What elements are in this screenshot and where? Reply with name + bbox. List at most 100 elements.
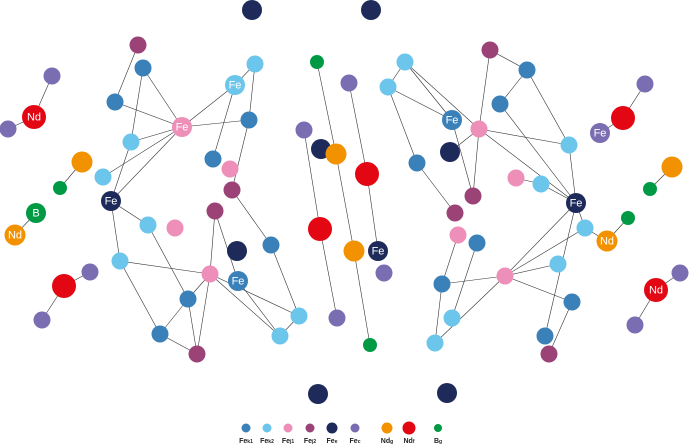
atom-nd-f <box>308 217 332 241</box>
atom-circle <box>134 59 152 77</box>
bond <box>270 244 300 317</box>
atom-nd-g <box>325 143 347 165</box>
atom-circle <box>340 74 358 92</box>
atom-fe-j1 <box>507 169 525 187</box>
bond <box>387 86 453 121</box>
atom-circle <box>540 345 558 363</box>
atom-circle <box>271 327 289 345</box>
legend-swatch <box>381 422 393 434</box>
atom-circle <box>636 75 654 93</box>
atom-circle <box>549 255 567 273</box>
atom-circle <box>262 236 280 254</box>
atom-fe-j1 <box>221 160 239 178</box>
atom-circle <box>22 105 46 129</box>
atom-fe-k1 <box>204 150 222 168</box>
atom-fe-j2 <box>129 36 147 54</box>
atom-fe-k1 <box>518 61 536 79</box>
atom-circle <box>94 168 112 186</box>
bond <box>142 67 183 128</box>
legend-swatch <box>262 423 272 433</box>
atom-fe-e <box>437 383 457 403</box>
atom-fe-e: Fe <box>101 191 121 211</box>
bond <box>504 275 573 303</box>
atom-circle <box>375 264 393 282</box>
legend-label: Fec <box>350 438 361 445</box>
atom-circle <box>671 264 689 282</box>
atom-label: Nd <box>8 230 22 242</box>
atom-fe-k1 <box>151 325 169 343</box>
bond <box>451 242 478 319</box>
atom-circle <box>43 67 61 85</box>
atom-nd-g <box>343 240 365 262</box>
legend-swatch <box>305 423 315 433</box>
atom-circle <box>328 309 346 327</box>
atom-circle <box>106 93 124 111</box>
atom-circle <box>576 219 594 237</box>
legend-label: Fej2 <box>304 438 317 445</box>
atom-circle <box>240 111 258 129</box>
atom-nd-f <box>611 106 635 130</box>
legend-swatch <box>241 423 251 433</box>
legend: Fek1 Fek2 Fej1 Fej2 Fee Fec Ndg Ndf Bg <box>239 421 442 445</box>
bond <box>434 283 443 344</box>
atom-circle <box>325 143 347 165</box>
atom-circle <box>470 120 488 138</box>
atom-fe-e <box>242 0 262 20</box>
atom-fe-k1 <box>536 327 554 345</box>
atom-fe-k1 <box>134 59 152 77</box>
atom-fe-k1 <box>408 154 426 172</box>
atom-fe-k2 <box>379 78 397 96</box>
bond <box>209 273 281 337</box>
atom-circle <box>440 142 460 162</box>
atom-circle <box>227 241 247 261</box>
atom-circle <box>532 175 550 193</box>
atom-circle <box>446 204 464 222</box>
legend-label: Bg <box>434 438 442 445</box>
atom-fe-k2 <box>246 55 264 73</box>
atom-circle <box>166 219 184 237</box>
bond <box>404 61 480 130</box>
atom-fe-k2 <box>560 136 578 154</box>
atom-circle <box>52 274 76 298</box>
atom-circle <box>363 338 377 352</box>
legend-item: Ndf <box>402 421 416 445</box>
atom-circle <box>228 271 248 291</box>
atom-circle <box>491 95 509 113</box>
bond <box>181 119 250 128</box>
atom-circle <box>560 136 578 154</box>
atom-circle <box>596 230 618 252</box>
bond <box>110 126 183 202</box>
bond <box>110 141 132 202</box>
atom-fe-c <box>340 74 358 92</box>
legend-swatch <box>283 423 293 433</box>
legend-label: Ndf <box>403 438 414 445</box>
bond <box>504 227 586 277</box>
atom-b-g <box>310 55 324 69</box>
bond <box>196 273 211 355</box>
atom-circle <box>518 61 536 79</box>
atom-circle <box>408 154 426 172</box>
atom-fe-c: Fe <box>590 123 610 143</box>
atom-circle <box>468 234 486 252</box>
legend-item: Fek1 <box>239 423 253 445</box>
atom-circle <box>644 278 668 302</box>
bond <box>478 128 570 146</box>
bond <box>209 273 300 317</box>
atom-fe-e: Fe <box>368 241 388 261</box>
atom-circle <box>590 123 610 143</box>
atom-circle <box>188 345 206 363</box>
legend-label: Fek1 <box>239 438 253 445</box>
atom-circle <box>71 151 93 173</box>
legend-swatch <box>326 422 338 434</box>
atom-fe-k1 <box>468 234 486 252</box>
atom-circle <box>437 383 457 403</box>
bond <box>114 44 139 103</box>
atom-nd-g: Nd <box>596 230 618 252</box>
atom-label: Fe <box>446 115 459 127</box>
atom-b-g <box>621 211 635 225</box>
atom-fe-k2 <box>532 175 550 193</box>
bond <box>548 301 573 355</box>
legend-swatch <box>434 424 442 432</box>
atom-circle <box>221 160 239 178</box>
